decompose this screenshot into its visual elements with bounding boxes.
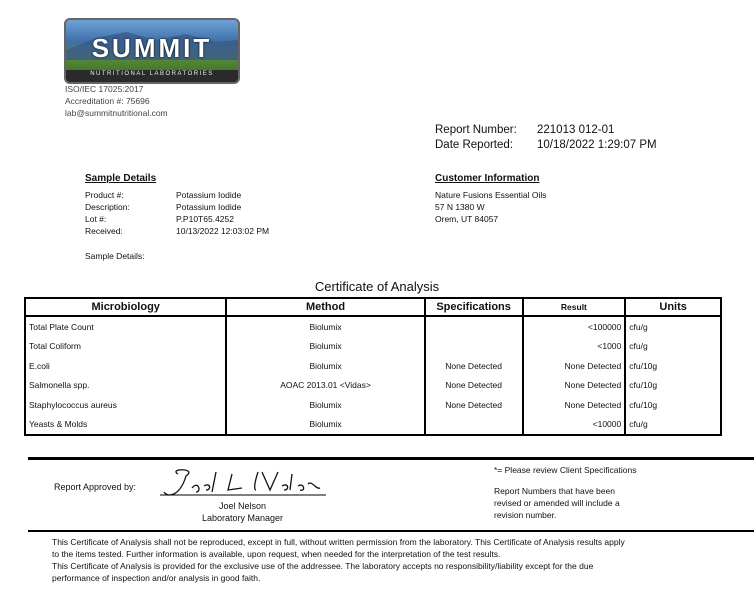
table-row: E.coli Biolumix None Detected None Detected… bbox=[23, 356, 722, 376]
table-cell: Biolumix bbox=[225, 395, 426, 415]
table-cell: Yeasts & Molds bbox=[23, 414, 228, 436]
table-cell: cfu/10g bbox=[624, 375, 722, 395]
divider bbox=[28, 530, 754, 532]
table-cell: Biolumix bbox=[225, 336, 426, 356]
table-cell: E.coli bbox=[23, 356, 228, 376]
column-header: Method bbox=[225, 297, 426, 317]
sample-fields: Product #: Description: Lot #: Received: bbox=[85, 189, 130, 237]
disclaimer: This Certificate of Analysis shall not b… bbox=[52, 536, 625, 584]
summit-logo: SUMMIT NUTRITIONAL LABORATORIES bbox=[64, 18, 240, 84]
sample-field-label: Product #: bbox=[85, 190, 124, 200]
column-header: Units bbox=[624, 297, 722, 317]
report-number-label: Report Number: bbox=[435, 124, 517, 136]
table-cell: Salmonella spp. bbox=[23, 375, 228, 395]
table-cell: Biolumix bbox=[225, 414, 426, 436]
approver-name: Joel Nelson bbox=[218, 501, 267, 511]
table-cell: None Detected bbox=[423, 395, 524, 415]
sample-field-label: Received: bbox=[85, 226, 123, 236]
document-title: Certificate of Analysis bbox=[314, 279, 440, 294]
table-cell: <100000 bbox=[521, 316, 627, 337]
results-table: Microbiology Method Specifications Resul… bbox=[23, 297, 722, 436]
customer-line: Orem, UT 84057 bbox=[435, 214, 499, 224]
sample-field-label: Lot #: bbox=[85, 214, 107, 224]
sample-field-label: Description: bbox=[85, 202, 130, 212]
sample-field-value: Potassium Iodide bbox=[176, 202, 242, 212]
approver-title: Laboratory Manager bbox=[201, 513, 284, 523]
column-header: Result bbox=[521, 297, 627, 317]
disclaimer-line: to the items tested. Further information… bbox=[52, 549, 501, 559]
table-cell: cfu/g bbox=[624, 414, 722, 436]
sample-details-label: Sample Details: bbox=[85, 251, 145, 261]
table-row: Staphylococcus aureus Biolumix None Detect… bbox=[23, 395, 722, 415]
column-header: Microbiology bbox=[23, 297, 228, 317]
revision-note: Report Numbers that have been revised or… bbox=[494, 485, 620, 521]
table-cell: None Detected bbox=[521, 356, 627, 376]
table-cell: AOAC 2013.01 <Vidas> bbox=[225, 375, 426, 395]
table-cell bbox=[423, 316, 524, 337]
table-cell: Staphylococcus aureus bbox=[23, 395, 228, 415]
signature-image bbox=[160, 469, 326, 496]
table-row: Yeasts & Molds Biolumix <10000 cfu/g bbox=[23, 414, 722, 436]
table-cell bbox=[423, 414, 524, 436]
table-cell: Total Plate Count bbox=[23, 316, 228, 337]
sample-values: Potassium Iodide Potassium Iodide P.P10T… bbox=[176, 189, 269, 237]
customer-address: Nature Fusions Essential Oils 57 N 1380 … bbox=[435, 189, 547, 225]
iso-standard: ISO/IEC 17025:2017 bbox=[65, 84, 144, 94]
sample-details-heading: Sample Details bbox=[85, 173, 157, 184]
accreditation: Accreditation #: 75696 bbox=[65, 96, 150, 106]
table-cell: cfu/g bbox=[624, 316, 722, 337]
customer-line: Nature Fusions Essential Oils bbox=[435, 190, 547, 200]
table-cell: cfu/10g bbox=[624, 395, 722, 415]
revision-note-line: Report Numbers that have been bbox=[494, 486, 615, 496]
disclaimer-line: This Certificate of Analysis is provided… bbox=[52, 561, 594, 571]
table-cell: cfu/g bbox=[624, 336, 722, 356]
table-cell: <10000 bbox=[521, 414, 627, 436]
customer-line: 57 N 1380 W bbox=[435, 202, 485, 212]
lab-email[interactable]: lab@summitnutritional.com bbox=[65, 108, 168, 118]
date-reported-label: Date Reported: bbox=[435, 139, 513, 151]
table-cell: Total Coliform bbox=[23, 336, 228, 356]
sample-field-value: 10/13/2022 12:03:02 PM bbox=[176, 226, 270, 236]
table-row: Total Plate Count Biolumix <100000 cfu/g bbox=[23, 316, 722, 337]
table-row: Salmonella spp. AOAC 2013.01 <Vidas> None … bbox=[23, 375, 722, 395]
column-header: Specifications bbox=[423, 297, 524, 317]
table-cell: <1000 bbox=[521, 336, 627, 356]
table-cell: Biolumix bbox=[225, 356, 426, 376]
customer-info-heading: Customer Information bbox=[435, 173, 540, 184]
table-cell: None Detected bbox=[423, 356, 524, 376]
report-number: 221013 012-01 bbox=[537, 124, 615, 136]
table-cell: Biolumix bbox=[225, 316, 426, 337]
table-cell: None Detected bbox=[521, 375, 627, 395]
divider bbox=[28, 457, 754, 460]
revision-note-line: revised or amended will include a bbox=[494, 498, 620, 508]
table-cell: cfu/10g bbox=[624, 356, 722, 376]
approved-by-label: Report Approved by: bbox=[54, 482, 137, 492]
disclaimer-line: performance of inspection and/or analysi… bbox=[52, 573, 261, 583]
date-reported: 10/18/2022 1:29:07 PM bbox=[537, 139, 657, 151]
spec-note: *= Please review Client Specifications bbox=[494, 465, 637, 475]
sample-field-value: Potassium Iodide bbox=[176, 190, 242, 200]
table-cell: None Detected bbox=[521, 395, 627, 415]
revision-note-line: revision number. bbox=[494, 510, 557, 520]
table-cell bbox=[423, 336, 524, 356]
table-header-row: Microbiology Method Specifications Resul… bbox=[23, 297, 722, 317]
disclaimer-line: This Certificate of Analysis shall not b… bbox=[52, 537, 625, 547]
table-cell: None Detected bbox=[423, 375, 524, 395]
table-row: Total Coliform Biolumix <1000 cfu/g bbox=[23, 336, 722, 356]
sample-field-value: P.P10T65.4252 bbox=[176, 214, 234, 224]
